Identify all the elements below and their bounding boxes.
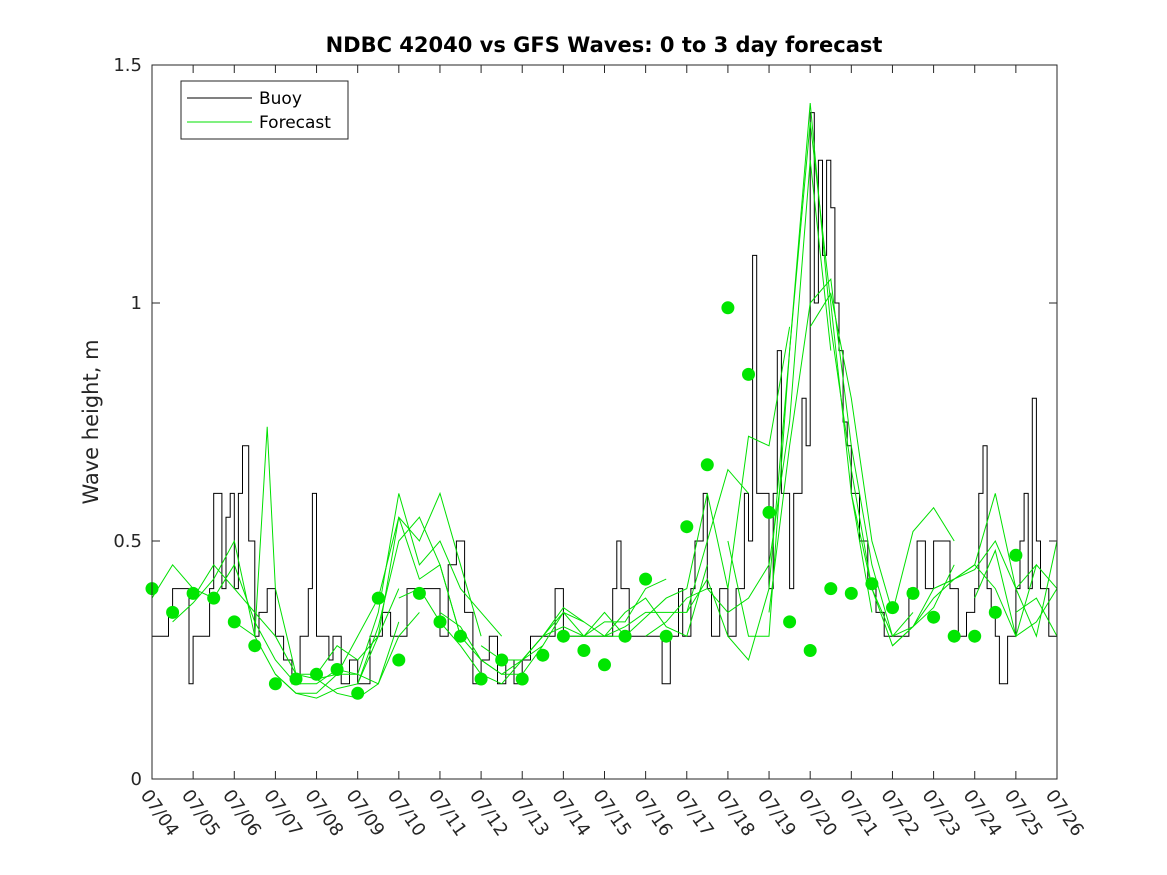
- forecast-run-16: [727, 103, 914, 638]
- plot-area: [152, 65, 1057, 779]
- analysis-marker-5: [227, 615, 241, 629]
- chart-title: NDBC 42040 vs GFS Waves: 0 to 3 day fore…: [326, 33, 883, 57]
- legend-buoy-label: Buoy: [259, 89, 302, 109]
- analysis-marker-31: [762, 505, 776, 519]
- forecast-run-4: [234, 516, 461, 699]
- analysis-marker-36: [865, 577, 879, 591]
- y-axis-label: Wave height, m: [79, 339, 103, 504]
- analysis-marker-38: [906, 586, 920, 600]
- analysis-marker-30: [742, 367, 755, 381]
- analysis-marker-21: [556, 629, 570, 643]
- analysis-marker-32: [783, 615, 797, 629]
- analysis-marker-8: [289, 672, 303, 686]
- analysis-marker-19: [515, 672, 529, 686]
- forecast-run-13: [604, 326, 791, 637]
- analysis-marker-25: [639, 572, 653, 586]
- analysis-marker-4: [207, 591, 221, 605]
- forecast-run-12: [563, 468, 749, 637]
- analysis-marker-27: [680, 520, 694, 534]
- analysis-marker-7: [268, 677, 282, 691]
- forecast-run-11: [521, 564, 708, 661]
- analysis-marker-11: [351, 686, 365, 700]
- y-tick-label: 1.5: [113, 55, 142, 76]
- analysis-marker-15: [433, 615, 447, 629]
- analysis-marker-18: [495, 653, 509, 667]
- legend-box: [180, 80, 349, 140]
- analysis-marker-34: [824, 582, 838, 596]
- forecast-run-8: [398, 587, 585, 685]
- analysis-marker-26: [659, 629, 673, 643]
- analysis-marker-39: [927, 610, 941, 624]
- analysis-marker-33: [803, 644, 817, 657]
- analysis-marker-layer: [145, 301, 1023, 700]
- analysis-marker-10: [330, 663, 344, 676]
- forecast-run-2: [172, 426, 400, 675]
- analysis-marker-23: [598, 658, 611, 672]
- analysis-marker-41: [968, 629, 982, 643]
- analysis-marker-17: [474, 672, 488, 686]
- y-tick-label: 0.5: [113, 531, 142, 552]
- analysis-marker-13: [392, 653, 406, 667]
- forecast-run-6: [316, 493, 503, 680]
- analysis-marker-24: [618, 629, 632, 643]
- legend-forecast-label: Forecast: [259, 113, 331, 133]
- forecast-run-3: [192, 563, 420, 699]
- series-layer: [151, 103, 1058, 699]
- analysis-marker-40: [947, 629, 961, 643]
- y-tick-label: 0: [131, 769, 142, 790]
- analysis-marker-12: [371, 591, 385, 605]
- analysis-marker-28: [700, 458, 714, 472]
- analysis-marker-20: [536, 648, 550, 662]
- forecast-run-17: [768, 278, 955, 637]
- forecast-run-19: [850, 493, 1037, 647]
- analysis-marker-9: [310, 667, 323, 681]
- analysis-marker-42: [988, 605, 1002, 619]
- analysis-marker-14: [412, 586, 426, 600]
- forecast-run-18: [809, 292, 955, 615]
- analysis-marker-2: [166, 605, 180, 619]
- analysis-marker-22: [577, 644, 591, 657]
- legend: Buoy Forecast: [180, 80, 349, 140]
- analysis-marker-37: [886, 601, 899, 615]
- analysis-marker-3: [186, 586, 200, 600]
- analysis-marker-29: [721, 301, 735, 315]
- analysis-marker-16: [454, 629, 467, 643]
- y-tick-label: 1: [131, 293, 142, 314]
- analysis-marker-35: [844, 586, 858, 600]
- forecast-run-14: [645, 160, 832, 637]
- forecast-run-7: [357, 517, 544, 684]
- analysis-marker-6: [248, 639, 262, 653]
- analysis-marker-43: [1009, 548, 1023, 562]
